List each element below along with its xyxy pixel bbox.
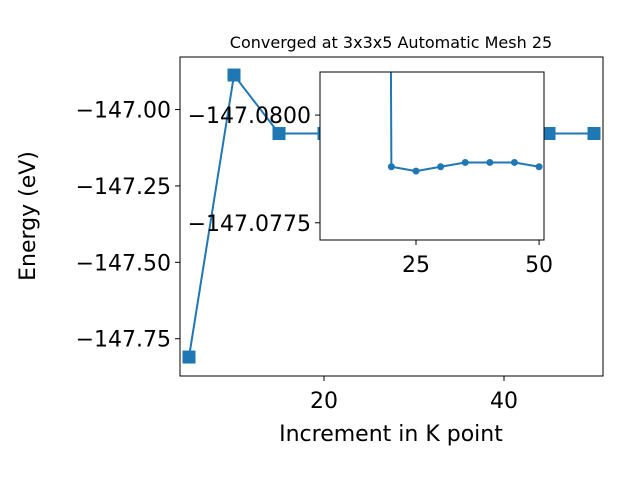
inset-axes-frame	[319, 71, 545, 241]
inset-data-point	[437, 163, 445, 171]
inset-x-tick-label: 25	[402, 253, 430, 278]
main-x-tick-label: 20	[310, 389, 338, 414]
main-y-tick-label: −147.50	[76, 251, 171, 276]
inset-y-tick-label: −147.0775	[188, 212, 311, 237]
main-axes-frame	[179, 56, 604, 377]
inset-x-tick-label: 50	[525, 253, 553, 278]
main-x-tick-label: 40	[490, 389, 518, 414]
main-data-point	[587, 126, 601, 140]
main-data-point	[542, 126, 556, 140]
inset-background	[320, 72, 544, 240]
inset-plot-area	[387, 72, 543, 175]
chart-title: Converged at 3x3x5 Automatic Mesh 25	[230, 33, 552, 52]
inset-data-point	[412, 167, 420, 175]
y-axis-label: Energy (eV)	[16, 151, 41, 281]
x-axis-label: Increment in K point	[279, 422, 503, 447]
main-y-tick-label: −147.75	[76, 328, 171, 353]
main-y-tick-label: −147.00	[76, 99, 171, 124]
inset-data-point	[486, 158, 494, 166]
main-data-point	[227, 68, 241, 82]
inset-axes: 25 50 −147.0800 −147.0775	[188, 71, 553, 278]
inset-y-ticks: −147.0800 −147.0775	[188, 104, 320, 237]
main-y-ticks: −147.75 −147.50 −147.25 −147.00	[76, 99, 180, 353]
main-data-point	[182, 350, 196, 364]
main-x-ticks: 20 40	[310, 376, 518, 414]
inset-y-tick-label: −147.0800	[188, 104, 311, 129]
inset-x-ticks: 25 50	[402, 240, 553, 278]
inset-data-point	[535, 163, 543, 171]
inset-data-point	[461, 158, 469, 166]
main-data-point	[272, 127, 286, 141]
inset-data-point	[510, 158, 518, 166]
inset-series-line-offscale	[389, 72, 393, 167]
main-y-tick-label: −147.25	[76, 175, 171, 200]
